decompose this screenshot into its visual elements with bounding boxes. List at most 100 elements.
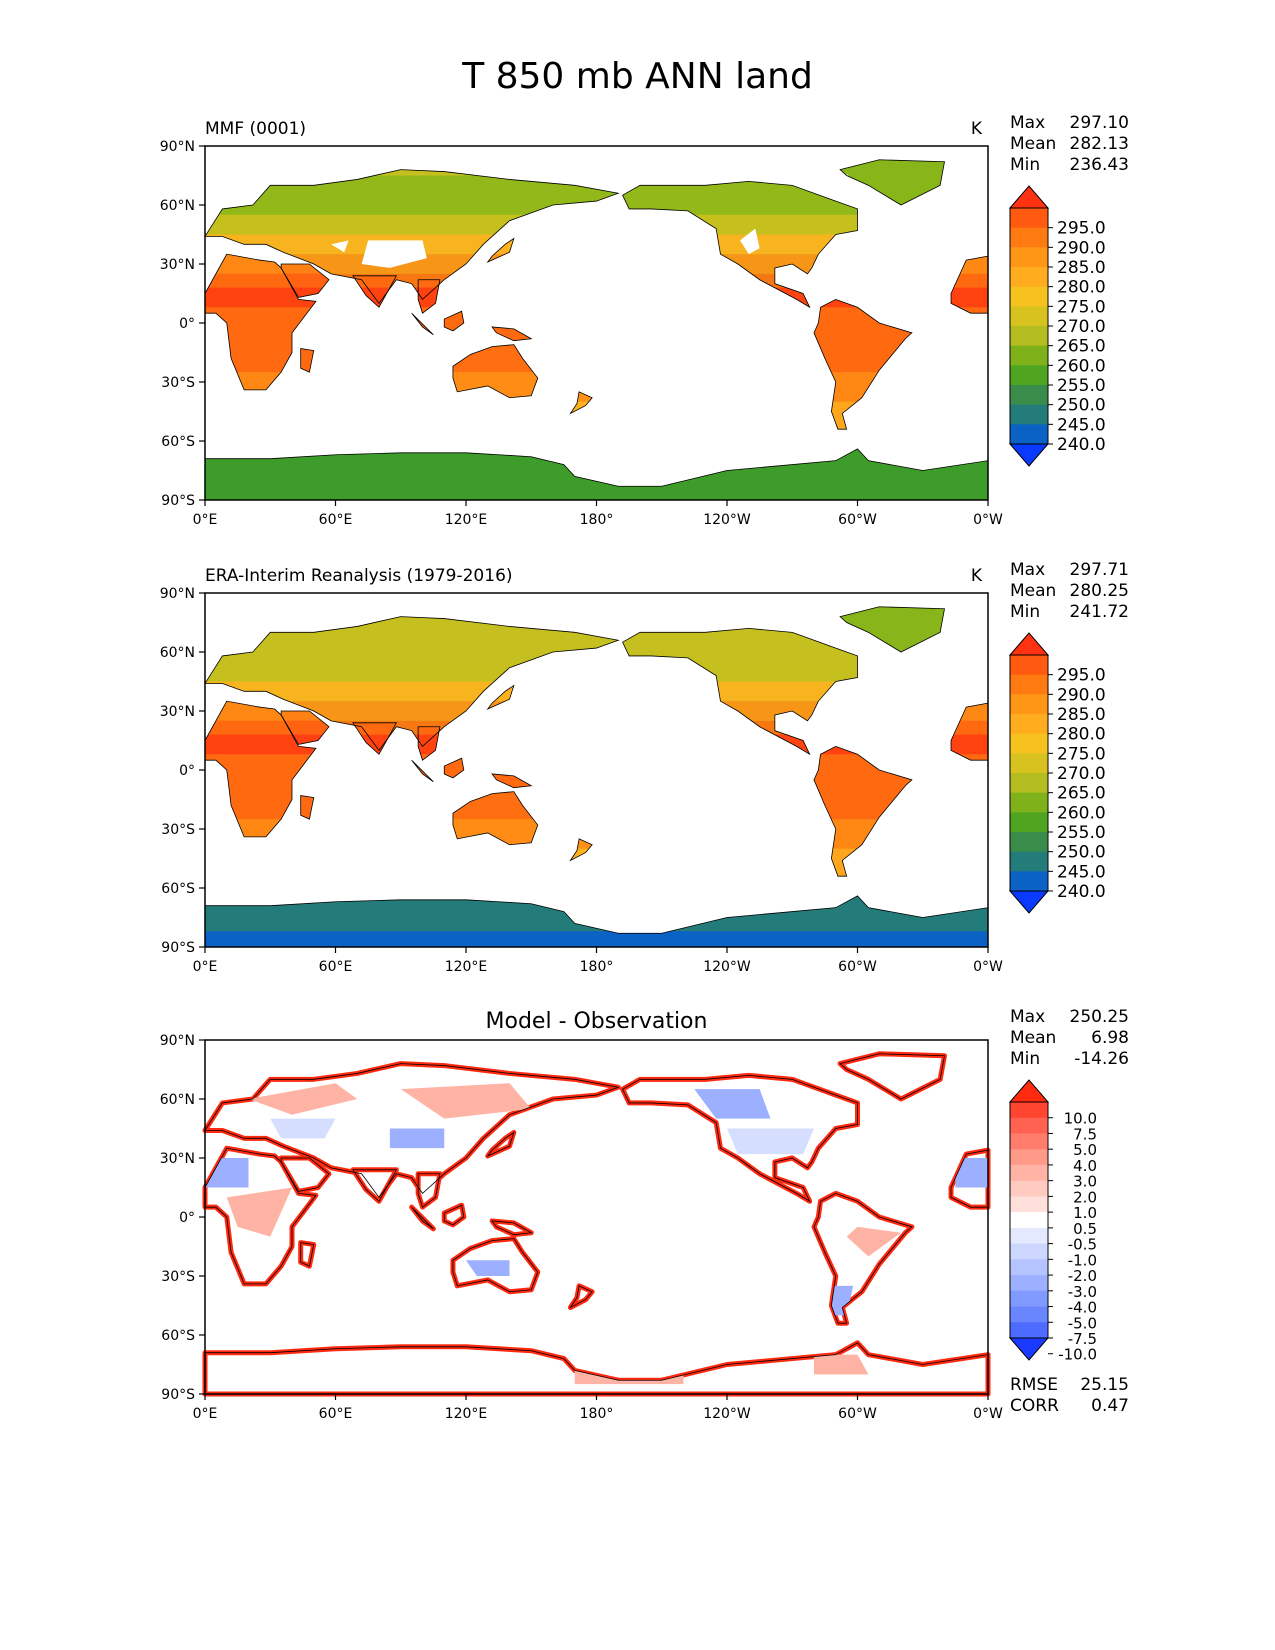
colorbar-segment — [1010, 733, 1048, 754]
band — [205, 661, 988, 682]
stat-value: 0.47 — [1091, 1396, 1129, 1416]
lon-tick-label: 0°W — [973, 512, 1003, 528]
colorbar-segment — [1010, 208, 1048, 229]
colorbar-outline — [1009, 1101, 1049, 1339]
colorbar-label: -7.5 — [1068, 1330, 1097, 1348]
colorbar-segment — [1010, 345, 1048, 366]
positive-bias-patch — [400, 1083, 532, 1119]
stat-label: Min — [1010, 1049, 1040, 1069]
lat-tick-label: 30°N — [160, 257, 195, 273]
colorbar-segment — [1010, 753, 1048, 774]
colorbar-label: 295.0 — [1057, 219, 1106, 239]
colorbar-label: 2.0 — [1073, 1188, 1097, 1206]
coastline — [204, 169, 620, 305]
band — [205, 175, 988, 215]
band — [205, 214, 988, 235]
colorbar-segment — [1010, 1275, 1048, 1292]
band — [205, 848, 988, 888]
colorbar-label: 260.0 — [1057, 803, 1106, 823]
colorbar-segment — [1010, 1212, 1048, 1229]
colorbar-label: 250.0 — [1057, 843, 1106, 863]
coastline — [204, 895, 989, 948]
missing-data-patch — [846, 173, 858, 190]
colorbar-label: 265.0 — [1057, 784, 1106, 804]
colorbar-label: -1.0 — [1068, 1251, 1097, 1269]
colorbar-extend-top — [1008, 185, 1050, 209]
colorbar-label: 245.0 — [1057, 415, 1106, 435]
positive-bias-patch — [248, 1083, 358, 1115]
colorbar-segment — [1010, 773, 1048, 794]
coastline — [486, 237, 515, 264]
positive-bias-patch — [814, 1354, 869, 1375]
colorbar-segment — [1010, 1180, 1048, 1197]
colorbar-segment — [1010, 655, 1048, 676]
lat-tick-label: 30°S — [161, 822, 195, 838]
colorbar-segment — [1010, 674, 1048, 695]
stat-value: 280.25 — [1070, 581, 1129, 601]
lon-tick-label: 120°E — [445, 512, 488, 528]
colorbar-label: 275.0 — [1057, 744, 1106, 764]
colorbar-segment — [1010, 306, 1048, 327]
land-antarctica — [202, 1340, 991, 1397]
stat-label: Mean — [1010, 1028, 1056, 1048]
coastline — [443, 1204, 465, 1226]
lat-tick-label: 30°S — [161, 1269, 195, 1285]
band — [205, 254, 988, 274]
colorbar-label: -2.0 — [1068, 1267, 1097, 1285]
lon-tick-label: 120°E — [445, 1406, 488, 1422]
coastline — [491, 1220, 533, 1236]
colorbar-segment — [1010, 1322, 1048, 1339]
lat-tick-label: 90°N — [160, 139, 195, 155]
lon-tick-label: 60°E — [319, 1406, 353, 1422]
colorbar-label: 10.0 — [1064, 1110, 1097, 1128]
colorbar-segment — [1010, 424, 1048, 445]
negative-bias-patch — [824, 1285, 854, 1316]
colorbar-extend-bottom — [1008, 1337, 1050, 1361]
lon-tick-label: 60°W — [838, 512, 877, 528]
stat-value: 297.10 — [1070, 113, 1129, 133]
difference-patches — [205, 1083, 988, 1385]
colorbar-segment — [1010, 286, 1048, 307]
stat-label: Mean — [1010, 581, 1056, 601]
land-greenland — [840, 606, 945, 652]
coastline — [280, 710, 330, 745]
colorbar-label: 275.0 — [1057, 297, 1106, 317]
lon-tick-label: 120°W — [703, 959, 751, 975]
coastline — [452, 791, 539, 846]
colorbar-segment — [1010, 404, 1048, 425]
lon-tick-label: 60°W — [838, 1406, 877, 1422]
coastline — [204, 448, 989, 501]
colorbar-label: 255.0 — [1057, 376, 1106, 396]
lat-tick-label: 90°N — [160, 1033, 195, 1049]
stat-label: CORR — [1010, 1396, 1059, 1416]
coastline — [417, 1173, 441, 1208]
stat-value: 236.43 — [1070, 155, 1129, 175]
coastline — [622, 1074, 858, 1203]
lat-tick-label: 0° — [179, 763, 195, 779]
coastline — [486, 1131, 515, 1158]
colorbar-segment — [1010, 1117, 1048, 1134]
colorbar-label: 5.0 — [1073, 1141, 1097, 1159]
colorbar-segment — [1010, 365, 1048, 386]
figure-title: T 850 mb ANN land — [462, 56, 813, 97]
coastline — [839, 159, 945, 206]
lat-tick-label: 0° — [179, 316, 195, 332]
coastline — [839, 1053, 945, 1100]
units-label: K — [971, 119, 983, 139]
colorbar-label: -4.0 — [1068, 1299, 1097, 1317]
lon-tick-label: 60°W — [838, 959, 877, 975]
coastline — [204, 253, 317, 391]
colorbar-label: 260.0 — [1057, 356, 1106, 376]
missing-data-patch — [361, 240, 427, 268]
lat-tick-label: 60°S — [161, 1328, 195, 1344]
colorbar-label: 285.0 — [1057, 705, 1106, 725]
lat-tick-label: 60°S — [161, 434, 195, 450]
coastline — [491, 773, 533, 789]
lat-tick-label: 0° — [179, 1210, 195, 1226]
colorbar-label: 255.0 — [1057, 823, 1106, 843]
colorbar-segment — [1010, 812, 1048, 833]
colorbar-label: 285.0 — [1057, 258, 1106, 278]
colorbar-label: -5.0 — [1068, 1314, 1097, 1332]
map-panel-obs: 90°N 60°N 30°N 0° 30°S 60°S 90°S 0°E 60°E 120°E 18… — [160, 560, 1129, 975]
coastline — [491, 326, 533, 342]
